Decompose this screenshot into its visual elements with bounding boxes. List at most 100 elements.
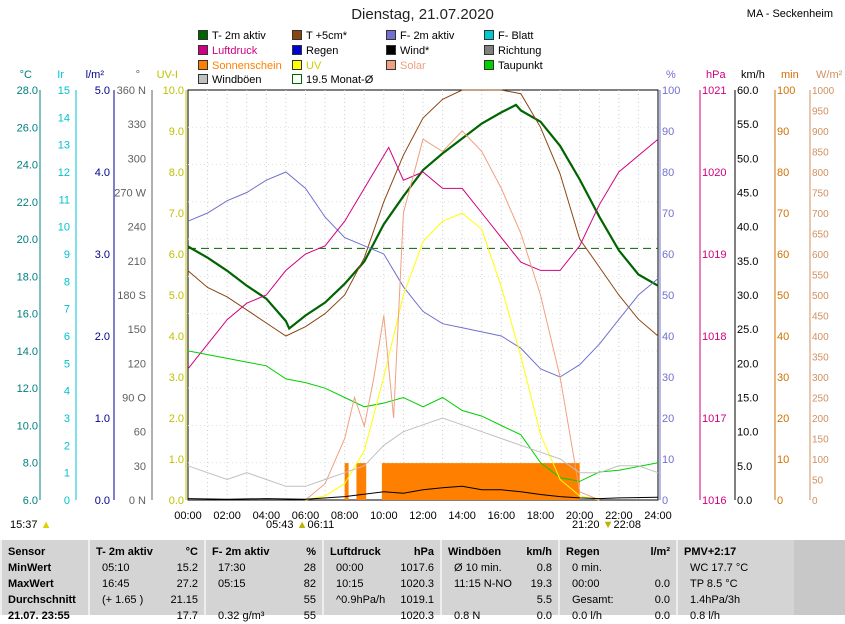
stats-cell-value: 28 <box>303 562 316 574</box>
axis-title-uvi: UV-I <box>157 69 178 81</box>
tick-label-ir: 14 <box>58 112 70 124</box>
sunset-label: 21:20 ▼22:08 <box>572 519 642 531</box>
tick-label-kmh: 10.0 <box>737 427 758 439</box>
tick-label-uvi: 10.0 <box>163 85 184 97</box>
stats-row: 00:00 0.0 <box>566 576 670 592</box>
tick-label-kmh: 45.0 <box>737 188 758 200</box>
legend-label: UV <box>306 60 322 72</box>
tick-label-ir: 12 <box>58 167 70 179</box>
tick-label-wm: 300 <box>812 373 829 384</box>
x-tick-label: 02:00 <box>213 510 241 522</box>
legend-swatch <box>198 74 208 84</box>
tick-label-ir: 1 <box>64 468 70 480</box>
tick-label-ir: 4 <box>64 386 70 398</box>
tick-label-wm: 600 <box>812 250 829 261</box>
stats-row: TP 8.5 °C <box>684 576 788 592</box>
tick-label-lm: 2.0 <box>95 331 110 343</box>
tick-label-pct: 0 <box>662 495 668 507</box>
stats-row: 10:15 1020.3 <box>330 576 434 592</box>
tick-label-uvi: 5.0 <box>169 290 184 302</box>
tick-label-deg: 30 <box>134 461 146 473</box>
tick-label-lm: 1.0 <box>95 413 110 425</box>
stats-cell-value: 1020.3 <box>400 610 434 622</box>
tick-label-wm: 400 <box>812 332 829 343</box>
legend-swatch <box>292 60 302 70</box>
stats-row: 00:00 1017.6 <box>330 560 434 576</box>
legend-item: Sonnenschein <box>198 60 282 72</box>
stats-cell-value: 19.3 <box>530 578 552 590</box>
tick-label-min: 0 <box>777 495 783 507</box>
tick-label-wm: 250 <box>812 394 829 405</box>
tick-label-uvi: 2.0 <box>169 413 184 425</box>
sunshine-bar <box>344 463 349 500</box>
tick-label-ir: 11 <box>59 194 70 206</box>
legend-label: Richtung <box>498 45 542 57</box>
tick-label-wm: 100 <box>812 455 829 466</box>
current-time: 15:37 ▲ <box>10 519 52 531</box>
stats-row: 0 min. <box>566 560 670 576</box>
legend-label: Wind* <box>400 45 430 57</box>
series-line <box>187 171 659 378</box>
stats-cell-value: 1017.6 <box>400 562 434 574</box>
stats-header: Windböen km/h <box>448 544 552 560</box>
axis-title-pct: % <box>666 69 676 81</box>
series-line <box>187 417 659 487</box>
legend-label: T- 2m aktiv <box>212 30 266 42</box>
tick-label-ir: 2 <box>64 440 70 452</box>
tick-label-deg: 0 N <box>129 495 146 507</box>
stats-cell-value: 21.15 <box>170 594 198 606</box>
tick-label-min: 90 <box>777 126 789 138</box>
tick-label-min: 60 <box>777 249 789 261</box>
stats-column: Regen l/m² 0 min. 00:00 0.0 Gesamt: 0.0 0.0 l/h… <box>558 540 676 622</box>
stats-row: 55 <box>212 592 316 608</box>
legend-swatch <box>292 45 302 55</box>
tick-label-wm: 200 <box>812 414 829 425</box>
tick-label-min: 10 <box>777 454 789 466</box>
stats-cell-label: 0.32 g/m³ <box>218 610 265 622</box>
tick-label-deg: 270 W <box>114 188 146 200</box>
legend-swatch <box>198 30 208 40</box>
tick-label-deg: 180 S <box>117 290 146 302</box>
tick-label-min: 100 <box>777 85 795 97</box>
tick-label-ir: 8 <box>64 276 70 288</box>
stats-header-title: Luftdruck <box>330 546 381 558</box>
legend-swatch <box>484 45 494 55</box>
tick-label-ir: 6 <box>64 331 70 343</box>
stats-header: F- 2m aktiv% <box>212 544 316 560</box>
tick-label-min: 70 <box>777 208 789 220</box>
tick-label-ir: 9 <box>64 249 70 261</box>
stats-row: 0.0 l/h 0.0 <box>566 608 670 624</box>
tick-label-lm: 3.0 <box>95 249 110 261</box>
stats-cell-label: 10:15 <box>336 578 364 590</box>
tick-label-deg: 330 <box>128 119 146 131</box>
legend-swatch <box>386 60 396 70</box>
x-tick-label: 16:00 <box>488 510 516 522</box>
tick-label-kmh: 60.0 <box>737 85 758 97</box>
x-tick-label: 10:00 <box>370 510 398 522</box>
tick-label-wm: 550 <box>812 271 829 282</box>
stats-header-title: T- 2m aktiv <box>96 546 153 558</box>
legend-item: Windböen <box>198 74 262 86</box>
series-line <box>187 350 659 482</box>
tick-label-uvi: 6.0 <box>169 249 184 261</box>
sunshine-bar <box>356 463 367 500</box>
stats-row: 16:45 27.2 <box>96 576 198 592</box>
legend-label: F- 2m aktiv <box>400 30 455 42</box>
stats-cell-value: 0.0 <box>654 594 670 606</box>
legend-item: T +5cm* <box>292 30 347 42</box>
tick-label-hpa: 1019 <box>702 249 726 261</box>
x-tick-label: 04:00 <box>253 510 281 522</box>
stats-cell-value: 0.0 <box>654 610 670 622</box>
tick-label-wm: 950 <box>812 107 829 118</box>
tick-label-uvi: 8.0 <box>169 167 184 179</box>
x-tick-label: 20:00 <box>566 510 594 522</box>
stats-header-title: F- 2m aktiv <box>212 546 270 558</box>
legend-item: Regen <box>292 45 338 57</box>
legend-label: Sonnenschein <box>212 60 282 72</box>
stats-cell-value: 82 <box>303 578 316 590</box>
stats-header-unit: % <box>306 546 316 558</box>
stats-cell-label: 0 min. <box>572 562 602 574</box>
stats-cell-value: 55 <box>303 610 316 622</box>
stats-cell-label: 05:10 <box>102 562 130 574</box>
tick-label-lm: 5.0 <box>95 85 110 97</box>
